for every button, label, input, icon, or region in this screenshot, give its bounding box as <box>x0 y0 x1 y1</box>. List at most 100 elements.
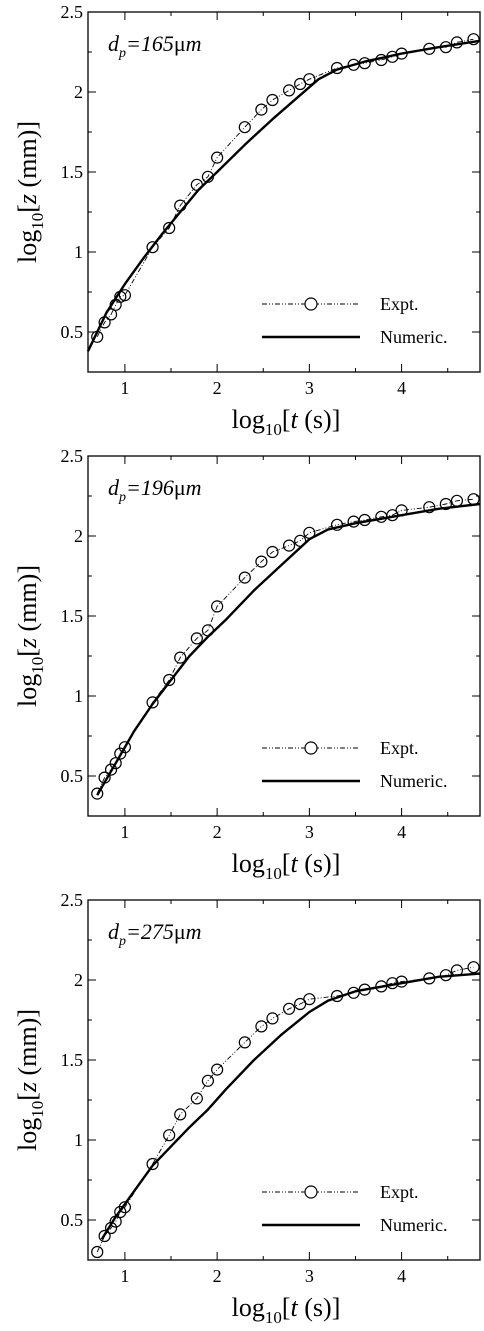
data-point-expt <box>190 1092 203 1105</box>
x-tick-label: 1 <box>120 1266 129 1286</box>
data-point-expt <box>423 501 436 514</box>
data-point-expt <box>450 494 464 507</box>
data-point-expt <box>109 757 122 770</box>
data-point-expt <box>98 1229 111 1243</box>
x-tick-label: 4 <box>397 822 406 842</box>
legend-label-expt: Expt. <box>380 1182 419 1202</box>
data-point-expt <box>118 289 131 302</box>
series-line-expt <box>96 966 474 1253</box>
legend-marker-expt <box>304 741 318 755</box>
legend-label-numeric: Numeric. <box>380 1215 447 1235</box>
data-point-expt <box>467 33 480 46</box>
y-tick-label: 1 <box>74 686 83 706</box>
data-point-expt <box>467 961 480 974</box>
data-point-expt <box>104 763 118 776</box>
x-tick-label: 4 <box>397 1266 406 1286</box>
data-point-expt <box>255 103 268 116</box>
legend: Expt. Numeric. <box>262 294 447 347</box>
x-tick-label: 2 <box>213 1266 222 1286</box>
y-axis-label: log10[z (mm)] <box>13 1009 47 1151</box>
data-point-expt <box>146 1157 159 1171</box>
y-tick-label: 1 <box>74 242 83 262</box>
data-point-expt <box>163 1129 176 1142</box>
data-point-expt <box>211 151 224 164</box>
data-point-expt <box>395 975 408 988</box>
y-tick-label: 2 <box>74 82 83 102</box>
data-point-expt <box>423 972 436 985</box>
legend: Expt. Numeric. <box>262 1182 447 1235</box>
data-point-expt <box>358 983 371 996</box>
data-point-expt <box>104 1221 118 1235</box>
data-point-expt <box>423 42 436 55</box>
data-point-expt <box>174 651 187 664</box>
y-tick-label: 2 <box>74 526 83 546</box>
particle-diameter-label: dp=165μm <box>108 31 202 61</box>
x-axis-label: log10[t (s)] <box>232 405 341 439</box>
chart-panel-3: 1 2 3 4 0.5 1 1.5 2 2.5 dp=275μm Expt. Numeric. log1… <box>0 888 484 1331</box>
legend-label-expt: Expt. <box>380 294 419 314</box>
data-point-expt <box>118 1201 131 1214</box>
chart-svg: 1 2 3 4 0.5 1 1.5 2 2.5 dp=165μm Expt. Numeric. log1… <box>13 2 481 439</box>
legend-label-numeric: Numeric. <box>380 771 447 791</box>
chart-panel-2: 1 2 3 4 0.5 1 1.5 2 2.5 dp=196μm Expt. Numeric. log1… <box>0 444 484 887</box>
data-point-expt <box>146 696 159 709</box>
y-tick-label: 1.5 <box>61 606 84 626</box>
y-tick-label: 1 <box>74 1130 83 1150</box>
x-tick-label: 3 <box>305 1266 314 1286</box>
x-tick-label: 1 <box>120 822 129 842</box>
particle-diameter-label: dp=275μm <box>108 919 202 949</box>
x-tick-label: 2 <box>213 822 222 842</box>
data-point-expt <box>330 61 344 75</box>
x-tick-label: 2 <box>213 378 222 398</box>
data-point-expt <box>174 1108 187 1121</box>
data-point-expt <box>303 993 316 1006</box>
data-point-expt <box>358 513 371 527</box>
data-point-expt <box>238 1036 251 1049</box>
data-point-expt <box>395 504 408 517</box>
data-point-expt <box>266 1012 279 1025</box>
data-point-expt <box>114 1205 127 1219</box>
data-point-expt <box>358 57 371 70</box>
x-axis-label: log10[t (s)] <box>232 849 341 883</box>
series-line-numeric <box>86 39 481 352</box>
legend-label-numeric: Numeric. <box>380 327 447 347</box>
data-point-expt <box>109 1215 122 1228</box>
y-tick-label: 2.5 <box>61 2 84 22</box>
data-point-expt <box>467 493 480 506</box>
data-point-expt <box>450 36 464 49</box>
plot-frame <box>87 455 481 817</box>
legend-marker-expt <box>304 1185 318 1199</box>
x-tick-label: 3 <box>305 378 314 398</box>
chart-panel-1: 1 2 3 4 0.5 1 1.5 2 2.5 dp=165μm Expt. Numeric. log1… <box>0 0 484 443</box>
data-point-expt <box>91 330 104 343</box>
y-tick-label: 1.5 <box>61 1050 84 1070</box>
data-point-expt <box>282 1002 296 1015</box>
data-point-expt <box>98 316 111 329</box>
y-tick-label: 0.5 <box>61 1210 84 1230</box>
data-point-expt <box>282 539 296 552</box>
y-axis-label: log10[z (mm)] <box>13 565 47 707</box>
data-point-expt <box>395 47 408 60</box>
data-point-expt <box>238 121 251 134</box>
data-point-expt <box>201 1074 215 1087</box>
y-tick-label: 0.5 <box>61 766 84 786</box>
data-point-expt <box>255 1020 268 1033</box>
y-tick-label: 2.5 <box>61 890 84 910</box>
x-tick-label: 3 <box>305 822 314 842</box>
data-point-expt <box>118 741 131 754</box>
x-axis-label: log10[t (s)] <box>232 1293 341 1327</box>
data-point-expt <box>439 41 452 54</box>
data-point-expt <box>282 84 296 97</box>
data-point-expt <box>303 73 316 86</box>
data-point-expt <box>375 53 388 67</box>
legend-label-expt: Expt. <box>380 738 419 758</box>
data-point-expt <box>375 980 388 993</box>
y-tick-label: 2 <box>74 970 83 990</box>
data-point-expt <box>163 221 176 235</box>
data-point-expt <box>91 1245 104 1259</box>
data-point-expt <box>146 241 159 254</box>
data-point-expt <box>347 986 360 999</box>
data-point-expt <box>201 170 215 183</box>
data-point-expt <box>330 518 344 531</box>
data-point-expt <box>255 555 268 568</box>
